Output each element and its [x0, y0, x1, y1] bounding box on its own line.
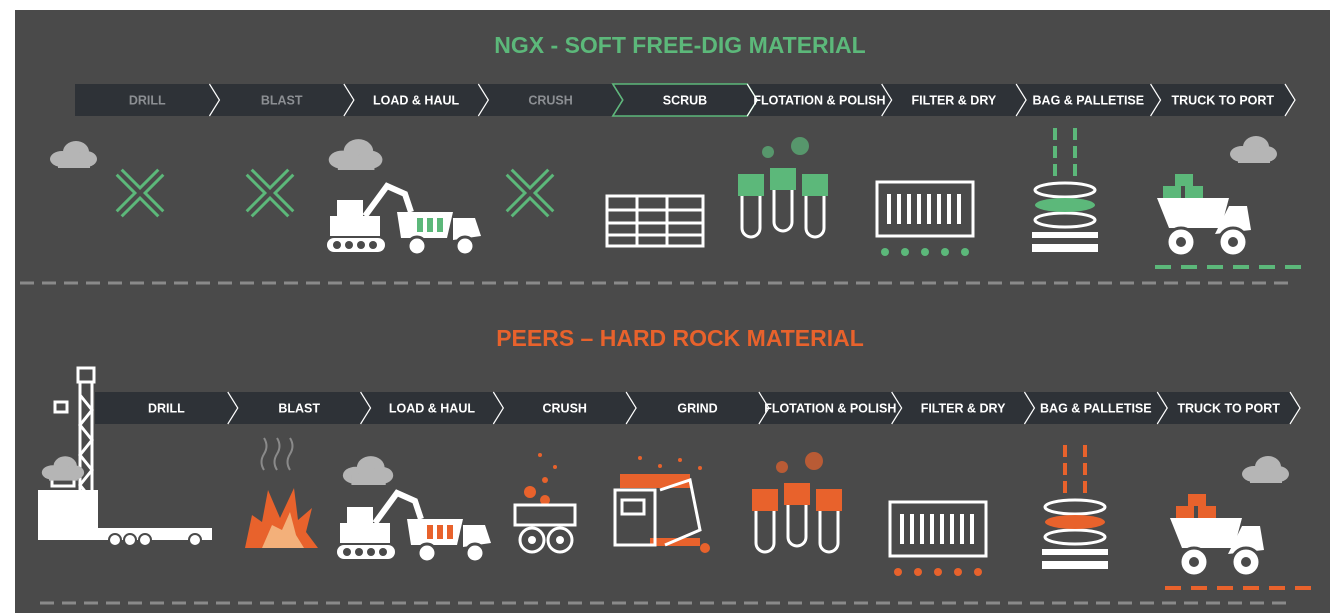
step-label: BLAST [278, 401, 320, 415]
infographic: NGX - SOFT FREE-DIG MATERIAL DRILL BLAST L… [0, 0, 1330, 613]
step-label: FILTER & DRY [921, 401, 1006, 415]
step-label: FLOTATION & POLISH [753, 93, 885, 107]
section-title: PEERS – HARD ROCK MATERIAL [496, 325, 864, 351]
step-label: SCRUB [663, 93, 707, 107]
step-label: TRUCK TO PORT [1172, 93, 1275, 107]
section-title: NGX - SOFT FREE-DIG MATERIAL [494, 32, 865, 58]
process-bar: DRILL BLAST LOAD & HAUL CRUSH GRIND FLOTATION… [95, 392, 1300, 424]
step-label: LOAD & HAUL [373, 93, 459, 107]
step-label: DRILL [148, 401, 185, 415]
step-label: BAG & PALLETISE [1033, 93, 1145, 107]
step-label: LOAD & HAUL [389, 401, 475, 415]
step-label: DRILL [129, 93, 166, 107]
step-label: GRIND [677, 401, 717, 415]
step-label: FILTER & DRY [912, 93, 997, 107]
process-bar: DRILL BLAST LOAD & HAUL CRUSH SCRUB FLOTATION… [75, 84, 1295, 116]
step-label: CRUSH [542, 401, 586, 415]
step-label: TRUCK TO PORT [1177, 401, 1280, 415]
step-label: BAG & PALLETISE [1040, 401, 1152, 415]
step-label: CRUSH [528, 93, 572, 107]
step-label: BLAST [261, 93, 303, 107]
step-label: FLOTATION & POLISH [764, 401, 896, 415]
